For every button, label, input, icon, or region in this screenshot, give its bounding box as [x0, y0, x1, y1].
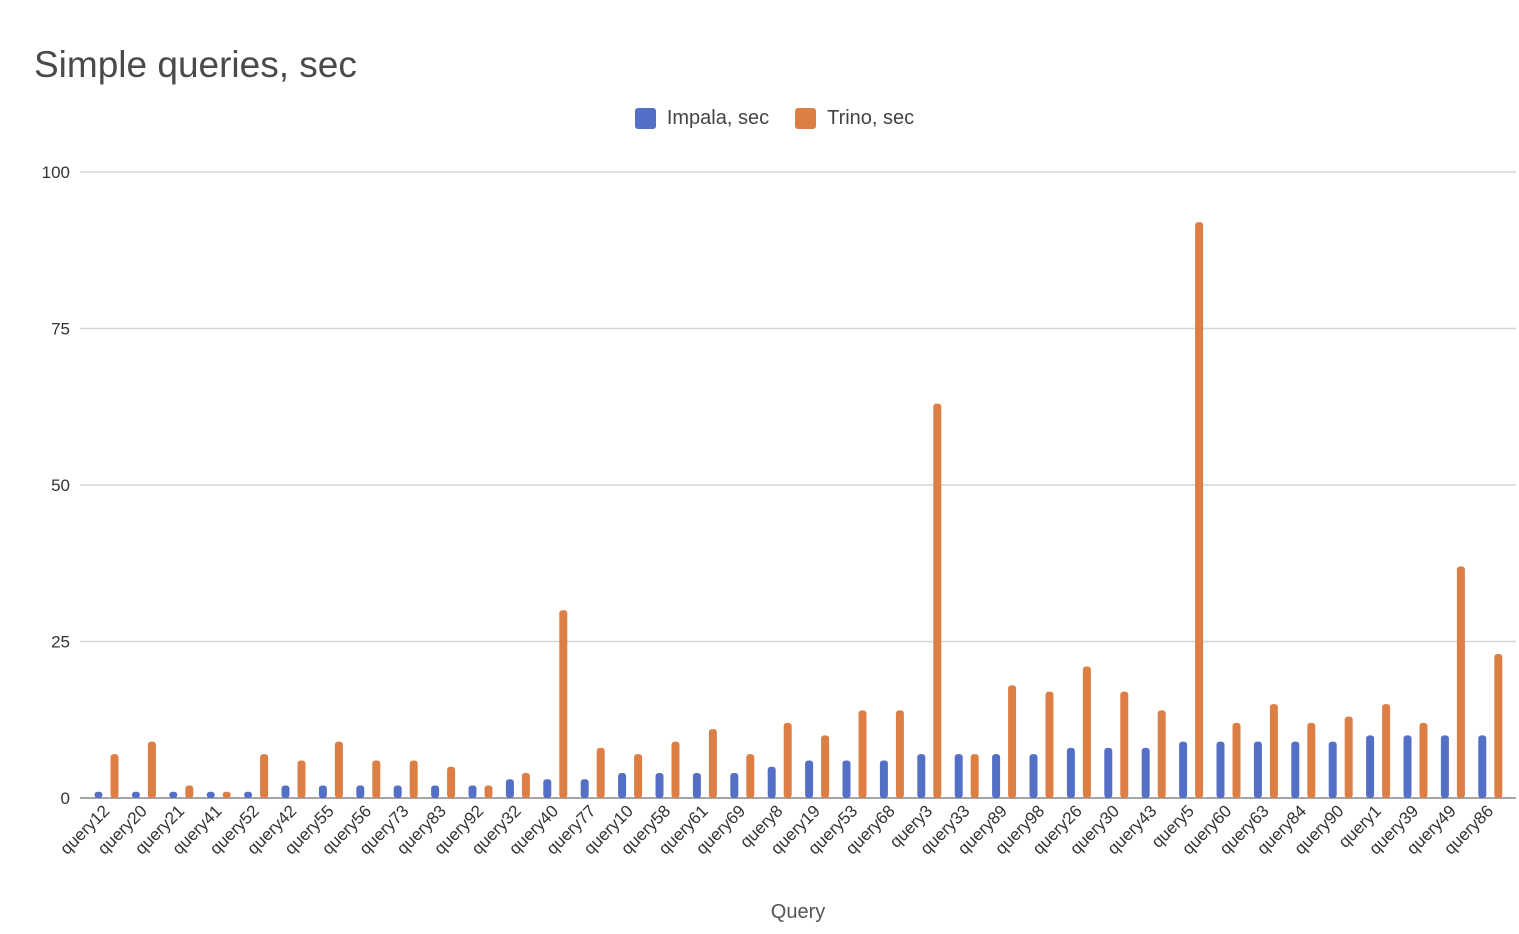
- bar-impala-query68[interactable]: [879, 760, 888, 798]
- bar-trino-query5[interactable]: [1195, 222, 1204, 798]
- bar-impala-query84[interactable]: [1291, 741, 1300, 798]
- bar-impala-query21[interactable]: [169, 791, 178, 798]
- bar-impala-query32[interactable]: [505, 779, 514, 798]
- bar-impala-query49[interactable]: [1440, 735, 1449, 798]
- bar-trino-query77[interactable]: [596, 747, 605, 798]
- legend: Impala, sec Trino, sec: [0, 107, 1519, 130]
- bar-impala-query52[interactable]: [244, 791, 253, 798]
- bar-impala-query33[interactable]: [954, 754, 963, 798]
- x-axis-title: Query: [771, 901, 825, 923]
- bar-trino-query58[interactable]: [671, 741, 680, 798]
- bar-impala-query63[interactable]: [1253, 741, 1262, 798]
- bar-impala-query42[interactable]: [281, 785, 290, 798]
- bar-trino-query61[interactable]: [708, 729, 717, 798]
- bar-impala-query30[interactable]: [1104, 747, 1113, 798]
- bar-impala-query43[interactable]: [1141, 747, 1150, 798]
- bar-trino-query30[interactable]: [1120, 691, 1129, 798]
- bar-impala-query69[interactable]: [730, 772, 739, 798]
- bar-trino-query8[interactable]: [783, 722, 792, 798]
- bar-trino-query60[interactable]: [1232, 722, 1241, 798]
- bar-impala-query83[interactable]: [431, 785, 440, 798]
- bar-impala-query73[interactable]: [393, 785, 402, 798]
- bar-trino-query90[interactable]: [1344, 716, 1353, 798]
- bar-trino-query40[interactable]: [559, 610, 568, 798]
- bar-impala-query56[interactable]: [356, 785, 365, 798]
- bar-impala-query8[interactable]: [767, 766, 776, 798]
- bar-trino-query20[interactable]: [147, 741, 156, 798]
- chart-title: Simple queries, sec: [34, 44, 357, 85]
- bar-trino-query68[interactable]: [895, 710, 904, 798]
- bar-trino-query98[interactable]: [1045, 691, 1054, 798]
- bar-trino-query55[interactable]: [334, 741, 343, 798]
- bar-impala-query1[interactable]: [1366, 735, 1375, 798]
- bar-impala-query19[interactable]: [805, 760, 814, 798]
- bar-trino-query33[interactable]: [970, 754, 979, 798]
- bar-trino-query19[interactable]: [821, 735, 830, 798]
- bar-trino-query32[interactable]: [521, 772, 530, 798]
- y-tick-label-25: 25: [51, 633, 70, 652]
- bar-trino-query73[interactable]: [409, 760, 418, 798]
- bar-impala-query41[interactable]: [206, 791, 215, 798]
- bar-trino-query53[interactable]: [858, 710, 867, 798]
- bar-impala-query20[interactable]: [131, 791, 140, 798]
- bar-impala-query90[interactable]: [1328, 741, 1337, 798]
- bar-trino-query42[interactable]: [297, 760, 306, 798]
- bar-trino-query69[interactable]: [746, 754, 755, 798]
- bar-impala-query89[interactable]: [992, 754, 1001, 798]
- bar-trino-query56[interactable]: [372, 760, 381, 798]
- bar-impala-query5[interactable]: [1179, 741, 1188, 798]
- bar-trino-query84[interactable]: [1307, 722, 1316, 798]
- bar-impala-query60[interactable]: [1216, 741, 1225, 798]
- legend-item-trino[interactable]: Trino, sec: [795, 107, 914, 130]
- legend-label-impala: Impala, sec: [666, 107, 770, 129]
- bar-trino-query43[interactable]: [1157, 710, 1166, 798]
- bar-trino-query52[interactable]: [260, 754, 269, 798]
- bar-impala-query92[interactable]: [468, 785, 477, 798]
- bar-impala-query12[interactable]: [94, 791, 103, 798]
- bar-trino-query92[interactable]: [484, 785, 493, 798]
- bar-impala-query77[interactable]: [580, 779, 589, 798]
- bar-impala-query61[interactable]: [692, 772, 701, 798]
- bar-impala-query55[interactable]: [318, 785, 327, 798]
- legend-item-impala[interactable]: Impala, sec: [634, 107, 770, 130]
- y-tick-label-0: 0: [61, 789, 70, 808]
- bar-trino-query89[interactable]: [1008, 685, 1017, 798]
- bar-impala-query53[interactable]: [842, 760, 851, 798]
- bar-impala-query39[interactable]: [1403, 735, 1412, 798]
- legend-label-trino: Trino, sec: [827, 107, 915, 129]
- bar-trino-query12[interactable]: [110, 754, 119, 798]
- legend-swatch-trino: [795, 108, 817, 129]
- y-tick-label-50: 50: [51, 476, 70, 495]
- legend-swatch-impala: [634, 108, 656, 129]
- bar-impala-query58[interactable]: [655, 772, 664, 798]
- bar-trino-query63[interactable]: [1269, 704, 1278, 798]
- bar-impala-query40[interactable]: [543, 779, 552, 798]
- bar-impala-query86[interactable]: [1478, 735, 1487, 798]
- bar-trino-query3[interactable]: [933, 403, 942, 798]
- bar-impala-query3[interactable]: [917, 754, 926, 798]
- bar-impala-query98[interactable]: [1029, 754, 1038, 798]
- bar-impala-query26[interactable]: [1066, 747, 1075, 798]
- bar-trino-query39[interactable]: [1419, 722, 1428, 798]
- bar-trino-query49[interactable]: [1456, 566, 1465, 798]
- bar-trino-query41[interactable]: [222, 791, 231, 798]
- bar-trino-query10[interactable]: [634, 754, 643, 798]
- y-tick-label-100: 100: [42, 163, 70, 182]
- bar-trino-query26[interactable]: [1082, 666, 1091, 798]
- bar-trino-query1[interactable]: [1382, 704, 1391, 798]
- bar-trino-query21[interactable]: [185, 785, 194, 798]
- bar-trino-query86[interactable]: [1494, 654, 1503, 798]
- y-tick-label-75: 75: [51, 320, 70, 339]
- bar-trino-query83[interactable]: [447, 766, 456, 798]
- bar-impala-query10[interactable]: [618, 772, 627, 798]
